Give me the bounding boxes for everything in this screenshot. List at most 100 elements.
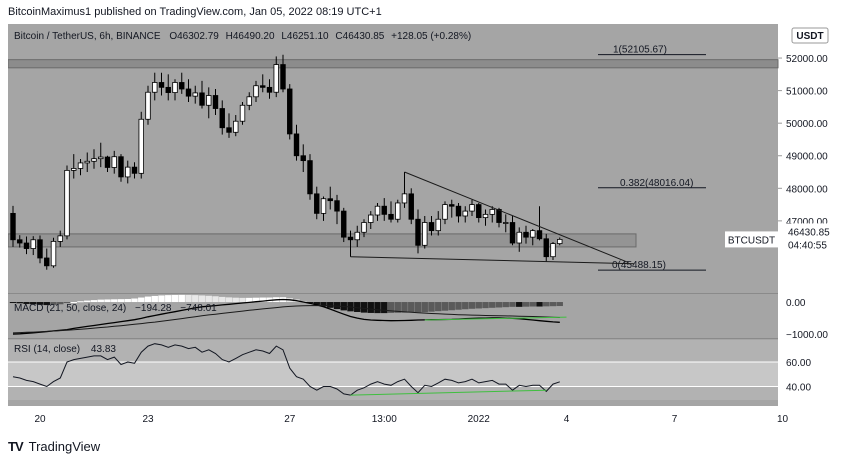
candle-body [361,222,367,233]
candle-body [111,156,117,168]
legend-l-value: 46251.10 [287,31,329,42]
candle-body [219,108,225,129]
time-tick-label: 7 [672,414,678,425]
candle-body [152,82,158,93]
legend-o-value: 46302.79 [177,31,219,42]
macd-bar [151,295,158,303]
candle-body [37,239,43,259]
rsi-line [12,343,560,396]
tradingview-logo[interactable]: TV [8,438,24,454]
macd-bar [246,297,253,303]
macd-bar [90,300,98,303]
legend-change: +128.05 (+0.28%) [391,31,471,42]
rsi-legend: RSI (14, close) 43.83 [14,344,116,355]
candle-body [354,231,360,241]
candle-body [368,214,374,223]
currency-label: USDT [796,31,823,42]
candle-body [300,155,306,162]
macd-bar [495,302,503,308]
macd-bar [428,302,435,312]
candle-body [273,64,279,93]
macd-bar [313,302,320,305]
macd-bar [111,299,118,303]
legend-l-label: L [281,31,287,42]
time-tick-label: 27 [284,414,296,425]
candle-body [388,213,394,220]
macd-bar [320,302,327,307]
macd-bar [30,302,37,305]
candle-body [98,156,104,160]
macd-bar [104,299,111,303]
macd-bar [502,302,509,308]
macd-bar [360,302,368,313]
candle-body [455,205,462,217]
candle-body [307,160,313,195]
macd-bar [57,302,64,305]
candle-body [327,198,333,202]
macd-bar [374,302,381,314]
macd-bar [138,297,145,303]
candle-body [320,198,327,214]
currency-box[interactable] [791,27,829,44]
time-tick-label: 4 [564,414,570,425]
macd-bar [489,302,496,308]
candle-body [503,222,509,224]
candle-body [280,64,286,90]
macd-bar [171,294,179,303]
legend-h-label: H [226,31,233,42]
candle-body [239,104,246,122]
candle-body [489,209,495,215]
time-tick-label: 20 [34,414,46,425]
candle-body [536,230,543,240]
rsi-axis: 60.00 40.00 [786,358,811,393]
macd-bar [212,296,219,303]
macd-bar [239,297,246,303]
tradingview-brand: TradingView [28,438,101,454]
candle-body [550,243,556,258]
macd-bar [536,302,543,307]
macd-axis: 0.00 −1000.00 [786,298,828,341]
candle-body [395,202,401,220]
macd-bar [327,302,334,308]
macd-bar [543,302,550,307]
candle-body [253,85,259,98]
macd-legend-name: MACD (21, 50, close, 24) [14,303,126,314]
candle-body [266,86,273,93]
candle-body [64,169,70,237]
rsi-divergence-line [350,389,547,396]
macd-bar [124,298,131,303]
chart-canvas[interactable]: 1(52105.67) 0.382(48016.04) 0(45488.15) … [7,24,844,432]
candle-body [523,231,529,238]
macd-bar [219,296,226,303]
macd-bar [556,302,563,307]
macd-bar [144,296,152,303]
macd-bar [522,302,530,307]
rsi-tick-label: 40.00 [786,383,811,394]
macd-divergence-line [424,316,567,321]
candle-body [50,240,57,267]
candle-body [30,239,36,249]
triangle-upper-line [404,171,629,263]
candle-body [199,92,205,106]
macd-bar [198,295,206,303]
candle-body [314,193,320,214]
price-tag-value: 46430.85 [788,227,830,238]
macd-bar [401,302,408,313]
candle-body [435,218,441,232]
macd-bar [475,302,482,309]
macd-legend-value-1: −194.28 [135,303,172,314]
candle-body [118,156,124,178]
chart-frame: 1(52105.67) 0.382(48016.04) 0(45488.15) … [7,24,844,432]
macd-tick-label: −1000.00 [786,330,828,341]
macd-bar [259,297,266,303]
ohlc-legend: Bitcoin / TetherUS, 6h, BINANCE O46302.7… [14,31,471,42]
macd-bar [509,302,516,307]
macd-bar [84,300,91,303]
macd-signal-line [12,304,560,334]
candle-body [246,96,252,106]
legend-h-value: 46490.20 [233,31,275,42]
macd-bar [468,302,476,309]
price-tick-label: 47000.00 [786,217,828,228]
legend-c-label: C [335,31,342,42]
rsi-tick-label: 60.00 [786,358,811,369]
